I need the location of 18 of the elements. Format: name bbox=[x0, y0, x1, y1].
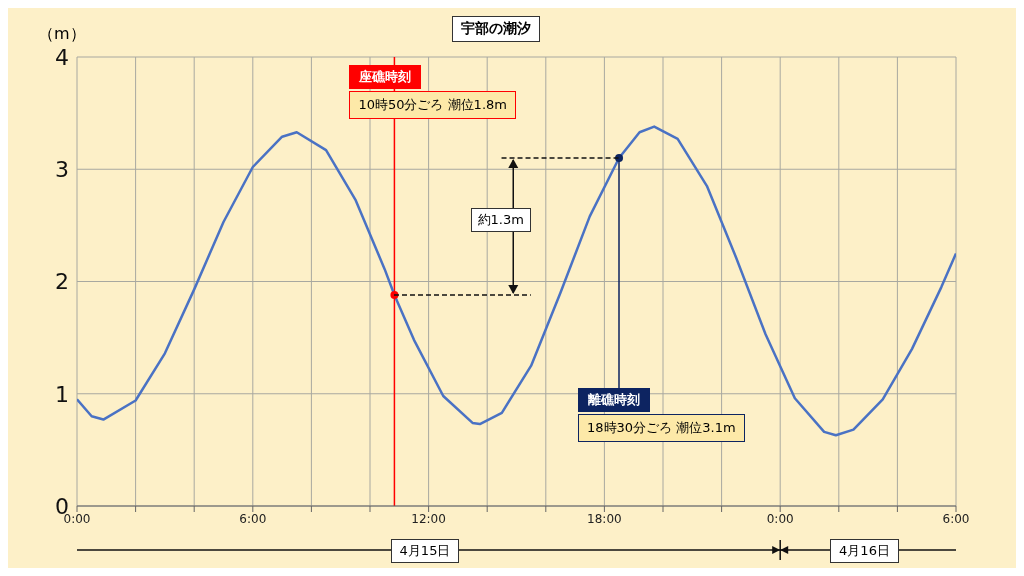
annotation: 10時50分ごろ 潮位1.8m bbox=[349, 90, 516, 119]
annotation: 18時30分ごろ 潮位3.1m bbox=[578, 414, 745, 443]
text: 4月16日 bbox=[830, 539, 899, 563]
x-tick-label: 12:00 bbox=[411, 511, 446, 526]
x-tick-label: 18:00 bbox=[587, 511, 622, 526]
x-tick-label: 6:00 bbox=[942, 511, 970, 526]
annotation: 離礁時刻 bbox=[578, 388, 651, 413]
y-axis-title: （m） bbox=[38, 24, 86, 45]
annotation: 約1.3m bbox=[470, 207, 531, 232]
y-tick-label: 2 bbox=[55, 269, 69, 295]
x-tick-label: 0:00 bbox=[766, 511, 794, 526]
x-tick-label: 6:00 bbox=[239, 511, 267, 526]
y-tick-label: 3 bbox=[55, 157, 69, 183]
text: 4月15日 bbox=[390, 539, 460, 563]
y-tick-label: 4 bbox=[55, 44, 69, 70]
chart-title: 宇部の潮汐 bbox=[452, 16, 540, 42]
annotation: 座礁時刻 bbox=[349, 64, 422, 89]
y-tick-label: 1 bbox=[55, 381, 69, 407]
